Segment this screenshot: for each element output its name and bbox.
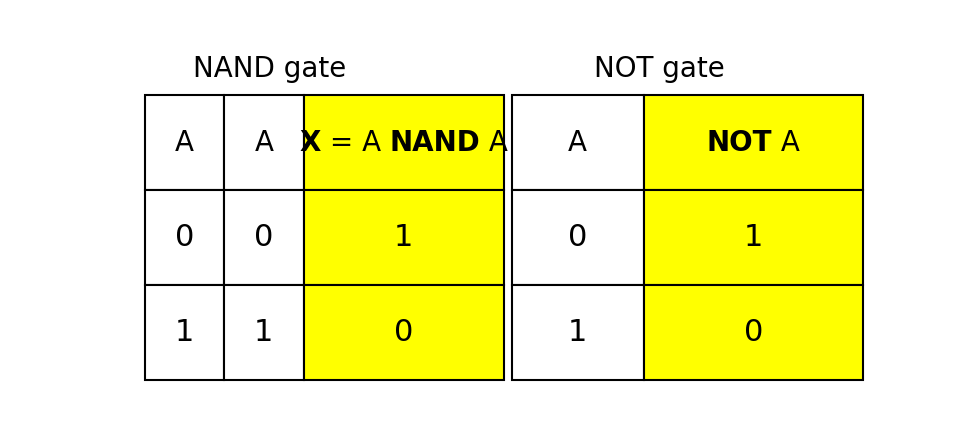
Text: NOT gate: NOT gate: [593, 55, 724, 83]
Text: A: A: [772, 129, 800, 157]
Bar: [144, 285, 224, 380]
Text: 1: 1: [394, 223, 414, 252]
Text: 1: 1: [175, 318, 194, 347]
Text: 1: 1: [744, 223, 763, 252]
Bar: [224, 95, 304, 190]
Bar: [644, 95, 863, 190]
Text: 0: 0: [254, 223, 273, 252]
Text: A: A: [175, 129, 194, 157]
Bar: [224, 190, 304, 285]
Text: NAND: NAND: [389, 129, 480, 157]
Bar: [304, 95, 504, 190]
Text: 0: 0: [744, 318, 763, 347]
Text: A: A: [480, 129, 508, 157]
Bar: [511, 285, 644, 380]
Bar: [304, 285, 504, 380]
Text: 0: 0: [394, 318, 414, 347]
Bar: [511, 190, 644, 285]
Bar: [304, 190, 504, 285]
Bar: [144, 95, 224, 190]
Text: 1: 1: [254, 318, 273, 347]
Text: 0: 0: [568, 223, 588, 252]
Text: 0: 0: [175, 223, 194, 252]
Text: NOT: NOT: [707, 129, 772, 157]
Bar: [511, 95, 644, 190]
Bar: [144, 190, 224, 285]
Bar: [644, 190, 863, 285]
Bar: [644, 285, 863, 380]
Text: A: A: [568, 129, 588, 157]
Text: NAND gate: NAND gate: [193, 55, 346, 83]
Bar: [224, 285, 304, 380]
Text: X: X: [300, 129, 321, 157]
Text: 1: 1: [568, 318, 588, 347]
Text: A: A: [255, 129, 273, 157]
Text: = A: = A: [321, 129, 389, 157]
